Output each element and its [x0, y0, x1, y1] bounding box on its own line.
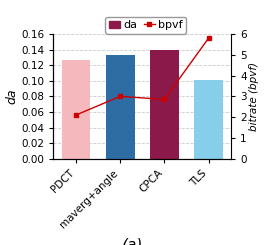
- Bar: [150, 49, 179, 159]
- Legend: da, bpvf: da, bpvf: [105, 17, 186, 34]
- Bar: [106, 55, 135, 159]
- Bar: [194, 80, 223, 159]
- Y-axis label: bitrate (bpvf): bitrate (bpvf): [249, 62, 259, 131]
- Bar: [61, 60, 90, 159]
- Text: (a): (a): [122, 238, 143, 245]
- Y-axis label: da: da: [6, 89, 19, 104]
